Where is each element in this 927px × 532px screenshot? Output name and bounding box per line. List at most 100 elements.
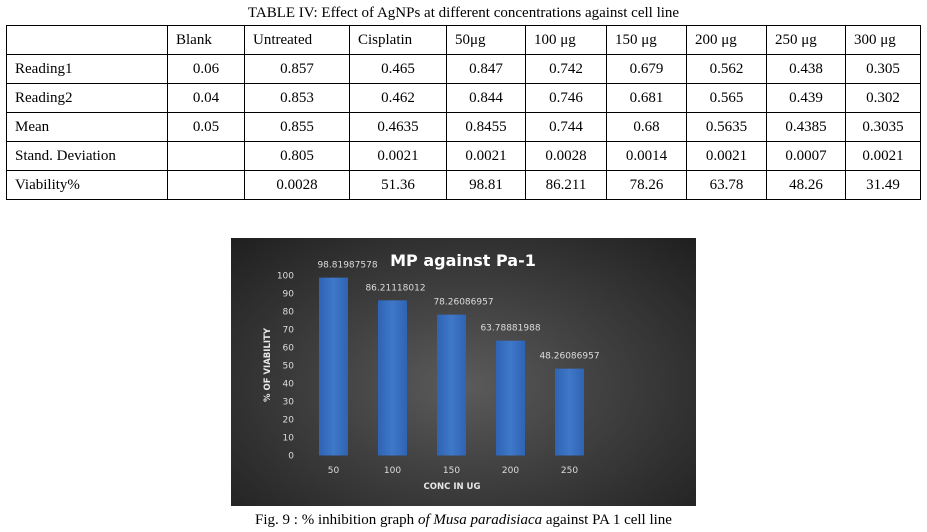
table-cell: 0.438	[766, 54, 846, 84]
chart-title: MP against Pa-1	[390, 251, 536, 270]
table-cell: 0.847	[446, 54, 526, 84]
column-header: Cisplatin	[349, 25, 447, 55]
y-tick-label: 0	[288, 452, 294, 462]
data-label: 48.26086957	[539, 352, 599, 362]
table-cell: 0.746	[525, 83, 607, 113]
column-header: 100 μg	[525, 25, 607, 55]
results-table: Blank Untreated Cisplatin 50μg 100 μg 150 μg 2…	[6, 25, 921, 200]
table-cell: 0.857	[244, 54, 350, 84]
table-cell: 0.0014	[606, 141, 687, 171]
y-tick-label: 40	[283, 380, 295, 390]
y-axis-label: % OF VIABILITY	[263, 327, 273, 402]
figure-caption-italic: of Musa paradisiaca	[417, 512, 543, 528]
table-cell: 0.3035	[845, 112, 921, 142]
bar-250	[555, 368, 584, 456]
column-header: Untreated	[244, 25, 350, 55]
column-header: 150 μg	[606, 25, 687, 55]
table-cell: 0.742	[525, 54, 607, 84]
column-header: Blank	[167, 25, 245, 55]
table-cell: 0.853	[244, 83, 350, 113]
table-cell: 0.04	[167, 83, 245, 113]
table-cell: 0.8455	[446, 112, 526, 142]
table-cell: 0.439	[766, 83, 846, 113]
table-cell: 0.0028	[244, 170, 350, 200]
column-header	[6, 25, 168, 55]
bar-100	[378, 300, 407, 456]
table-cell: 0.744	[525, 112, 607, 142]
table-cell: 0.562	[686, 54, 767, 84]
table-cell: 0.302	[845, 83, 921, 113]
table-cell: 0.0021	[845, 141, 921, 171]
data-label: 98.81987578	[317, 261, 377, 271]
table-cell: 98.81	[446, 170, 526, 200]
table-cell: 31.49	[845, 170, 921, 200]
y-tick-label: 90	[283, 290, 295, 300]
table-cell: 78.26	[606, 170, 687, 200]
table-row: Stand. Deviation 0.805 0.0021 0.0021 0.0028 0…	[6, 141, 921, 171]
row-label: Viability%	[6, 170, 168, 200]
table-cell: 0.844	[446, 83, 526, 113]
data-label: 86.21118012	[365, 283, 425, 293]
figure-caption-prefix: Fig. 9 : % inhibition graph	[255, 512, 418, 528]
data-label: 78.26086957	[433, 298, 493, 308]
table-row: Reading2 0.04 0.853 0.462 0.844 0.746 0.681 0.5…	[6, 83, 921, 113]
table-cell: 0.681	[606, 83, 687, 113]
table-cell: 0.06	[167, 54, 245, 84]
table-cell: 48.26	[766, 170, 846, 200]
table-cell: 0.0021	[686, 141, 767, 171]
row-label: Stand. Deviation	[6, 141, 168, 171]
x-tick-label: 250	[561, 466, 578, 476]
column-header: 50μg	[446, 25, 526, 55]
viability-bar-chart: MP against Pa-1 0 10 20 30 40 50 60 70 80 90 100 % O…	[231, 238, 696, 506]
table-cell: 0.0021	[446, 141, 526, 171]
table-cell: 0.462	[349, 83, 447, 113]
table-cell: 0.855	[244, 112, 350, 142]
row-label: Reading2	[6, 83, 168, 113]
table-cell: 0.305	[845, 54, 921, 84]
table-cell	[167, 170, 245, 200]
y-tick-label: 50	[283, 362, 295, 372]
bar-50	[319, 277, 348, 456]
column-header: 250 μg	[766, 25, 846, 55]
y-tick-label: 20	[283, 416, 295, 426]
data-label: 63.78881988	[480, 324, 540, 334]
table-cell: 0.565	[686, 83, 767, 113]
table-cell: 0.4385	[766, 112, 846, 142]
table-cell	[167, 141, 245, 171]
y-tick-label: 10	[283, 434, 295, 444]
y-tick-label: 70	[283, 326, 295, 336]
figure-caption: Fig. 9 : % inhibition graph of Musa para…	[0, 510, 927, 530]
row-label: Mean	[6, 112, 168, 142]
table-cell: 0.05	[167, 112, 245, 142]
table-cell: 86.211	[525, 170, 607, 200]
y-tick-label: 30	[283, 398, 295, 408]
column-header: 200 μg	[686, 25, 767, 55]
bar-200	[496, 340, 525, 456]
table-row: Mean 0.05 0.855 0.4635 0.8455 0.744 0.68 0.5635…	[6, 112, 921, 142]
table-cell: 0.68	[606, 112, 687, 142]
table-cell: 51.36	[349, 170, 447, 200]
table-cell: 0.5635	[686, 112, 767, 142]
table-cell: 0.4635	[349, 112, 447, 142]
x-tick-label: 150	[443, 466, 460, 476]
row-label: Reading1	[6, 54, 168, 84]
x-tick-label: 200	[502, 466, 519, 476]
table-cell: 0.0007	[766, 141, 846, 171]
y-tick-label: 60	[283, 344, 295, 354]
figure-caption-suffix: against PA 1 cell line	[542, 512, 672, 528]
column-header: 300 μg	[845, 25, 921, 55]
table-cell: 0.0021	[349, 141, 447, 171]
table-header-row: Blank Untreated Cisplatin 50μg 100 μg 150 μg 2…	[6, 25, 921, 55]
x-tick-label: 100	[384, 466, 401, 476]
table-cell: 0.0028	[525, 141, 607, 171]
chart-canvas: MP against Pa-1 0 10 20 30 40 50 60 70 80 90 100 % O…	[263, 251, 600, 492]
table-row: Viability% 0.0028 51.36 98.81 86.211 78.26 63.…	[6, 170, 921, 200]
table-cell: 0.679	[606, 54, 687, 84]
table-caption: TABLE IV: Effect of AgNPs at different c…	[247, 5, 680, 21]
x-axis-label: CONC IN UG	[424, 482, 481, 492]
y-tick-label: 80	[283, 308, 295, 318]
table-cell: 0.805	[244, 141, 350, 171]
table-cell: 63.78	[686, 170, 767, 200]
table-row: Reading1 0.06 0.857 0.465 0.847 0.742 0.679 0.5…	[6, 54, 921, 84]
bar-150	[437, 314, 466, 456]
